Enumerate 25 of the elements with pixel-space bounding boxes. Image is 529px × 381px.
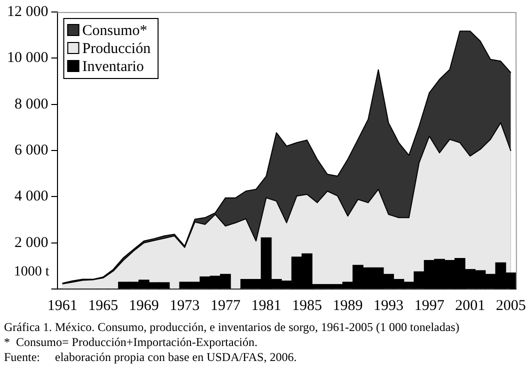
x-tick-label: 2005 bbox=[496, 298, 526, 314]
legend-label: Consumo* bbox=[82, 22, 148, 39]
legend-label: Producción bbox=[82, 40, 152, 57]
x-tick-label: 1985 bbox=[292, 298, 322, 314]
y-tick-label: 4 000 bbox=[14, 188, 48, 205]
x-tick-label: 1989 bbox=[332, 298, 363, 314]
y-tick-label: 10 000 bbox=[7, 50, 48, 66]
source-note: Fuente: elaboración propia con base en USDA/FAS, 2006. bbox=[4, 350, 298, 365]
legend-label: Inventario bbox=[82, 58, 144, 75]
x-tick-label: 2001 bbox=[455, 298, 486, 314]
y-tick-label: 12 000 bbox=[7, 4, 48, 20]
text: Gráfica 1. México. Consumo, producción, e inventarios de sorgo, 1961-2005 (1 000 toneladas) bbox=[4, 320, 460, 335]
x-tick-label: 1977 bbox=[210, 298, 241, 314]
text: * Consumo= Producción+Importación-Exportación. bbox=[4, 335, 258, 350]
y-tick-label: 8 000 bbox=[14, 96, 48, 112]
x-tick-label: 1993 bbox=[374, 298, 404, 314]
x-tick-label: 1961 bbox=[47, 298, 78, 314]
x-tick-label: 1973 bbox=[170, 298, 200, 314]
x-tick-label: 1997 bbox=[414, 298, 445, 314]
x-tick-label: 1981 bbox=[251, 298, 282, 314]
x-tick-label: 1969 bbox=[128, 298, 159, 314]
y-axis-title: 1000 t bbox=[14, 264, 50, 280]
y-tick-label: 2 000 bbox=[14, 234, 48, 251]
y-tick-label: 6 000 bbox=[14, 142, 48, 158]
x-tick-label: 1965 bbox=[88, 298, 118, 314]
